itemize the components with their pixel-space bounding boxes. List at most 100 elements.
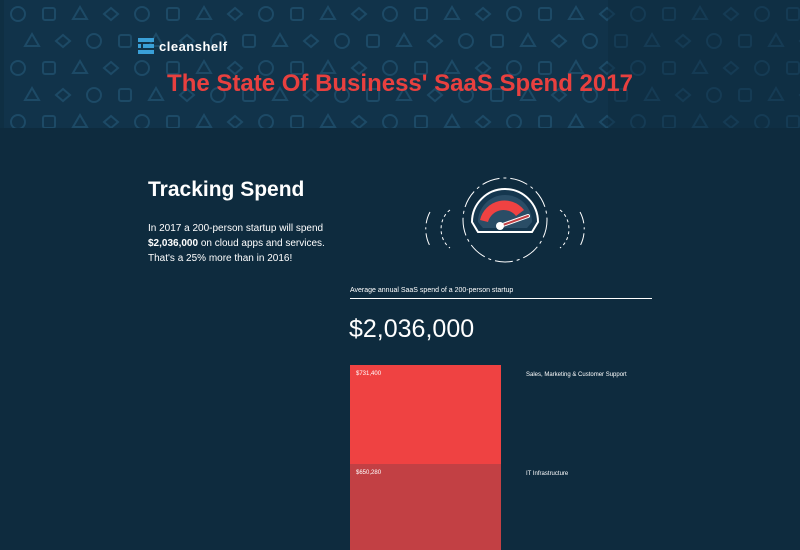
intro-line-2: on cloud apps and services. (198, 238, 325, 249)
pattern-glyph (118, 34, 132, 48)
pattern-glyph (42, 7, 56, 21)
pattern-glyph (630, 114, 646, 128)
pattern-glyph (86, 33, 102, 49)
pattern-glyph (598, 6, 616, 22)
pattern-glyph (458, 33, 474, 49)
spend-block-amount: $650,280 (356, 470, 382, 476)
pattern-glyph (538, 7, 552, 21)
pattern-glyph (691, 5, 709, 20)
pattern-glyph (382, 60, 398, 76)
intro-line-3: That's a 25% more than in 2016! (148, 253, 293, 264)
brand-logo[interactable]: cleanshelf (138, 38, 228, 54)
pattern-glyph (630, 60, 646, 76)
spend-block-sales: $731,400 (350, 365, 501, 464)
pattern-glyph (395, 86, 413, 101)
pattern-glyph (754, 114, 770, 128)
pattern-glyph (290, 115, 304, 128)
spend-category-label: IT Infrastructure (526, 471, 569, 477)
divider (350, 298, 652, 299)
pattern-glyph (54, 87, 72, 103)
pattern-glyph (754, 6, 770, 22)
pattern-glyph (166, 7, 180, 21)
pattern-glyph (567, 5, 585, 20)
intro-amount: $2,036,000 (148, 238, 199, 249)
pattern-glyph (722, 6, 740, 22)
total-spend-value: $2,036,000 (349, 315, 475, 343)
pattern-glyph (366, 88, 380, 102)
pattern-glyph (662, 7, 676, 21)
intro-line-1: In 2017 a 200-person startup will spend (148, 223, 324, 234)
pattern-glyph (474, 60, 492, 76)
pattern-glyph (506, 6, 522, 22)
spend-block-amount: $731,400 (356, 371, 382, 377)
pattern-glyph (71, 59, 89, 74)
logo-text: cleanshelf (159, 38, 228, 54)
pattern-glyph (226, 114, 244, 128)
pattern-glyph (550, 33, 568, 49)
page-title: The State Of Business' SaaS Spend 2017 (167, 70, 633, 97)
pattern-glyph (226, 60, 244, 76)
pattern-glyph (178, 33, 196, 49)
pattern-glyph (662, 61, 676, 75)
pattern-glyph (102, 114, 120, 128)
pattern-glyph (350, 60, 368, 76)
pattern-glyph (86, 87, 102, 103)
pattern-glyph (614, 88, 628, 102)
intro-text: In 2017 a 200-person startup will spend … (148, 221, 348, 266)
pattern-glyph (23, 86, 41, 101)
pattern-glyph (458, 87, 474, 103)
pattern-glyph (614, 34, 628, 48)
pattern-glyph (538, 115, 552, 128)
pattern-glyph (538, 61, 552, 75)
pattern-glyph (334, 87, 350, 103)
spend-block-it: $650,280 (350, 464, 501, 550)
pattern-glyph (722, 114, 740, 128)
pattern-glyph (302, 87, 320, 103)
pattern-glyph (271, 86, 289, 101)
pattern-glyph (414, 61, 428, 75)
pattern-glyph (134, 60, 150, 76)
spend-category-label: Sales, Marketing & Customer Support (526, 372, 627, 378)
pattern-glyph (519, 86, 537, 101)
pattern-glyph (786, 115, 800, 128)
pattern-glyph (319, 113, 337, 128)
pattern-glyph (582, 87, 598, 103)
pattern-glyph (242, 34, 256, 48)
pattern-glyph (10, 114, 26, 128)
pattern-glyph (706, 33, 722, 49)
pattern-glyph (506, 114, 522, 128)
pattern-glyph (290, 61, 304, 75)
pattern-glyph (102, 6, 120, 22)
pattern-glyph (598, 60, 616, 76)
pattern-glyph (443, 113, 461, 128)
pattern-glyph (334, 33, 350, 49)
pattern-glyph (382, 6, 398, 22)
pattern-glyph (258, 114, 274, 128)
pattern-glyph (147, 86, 165, 101)
pattern-glyph (195, 59, 213, 74)
pattern-glyph (42, 115, 56, 128)
speedometer-gauge-icon (425, 177, 585, 263)
pattern-glyph (474, 114, 492, 128)
pattern-glyph (414, 115, 428, 128)
pattern-glyph (134, 6, 150, 22)
pattern-glyph (426, 33, 444, 49)
pattern-glyph (662, 115, 676, 128)
pattern-glyph (242, 88, 256, 102)
pattern-glyph (738, 88, 752, 102)
pattern-glyph (366, 34, 380, 48)
pattern-glyph (630, 6, 646, 22)
pattern-glyph (42, 61, 56, 75)
saas-app-icons-pattern (10, 5, 800, 128)
pattern-glyph (134, 114, 150, 128)
pattern-glyph (54, 33, 72, 49)
pattern-glyph (258, 6, 274, 22)
pattern-glyph (598, 114, 616, 128)
pattern-glyph (722, 60, 740, 76)
pattern-glyph (195, 5, 213, 20)
banner-edge-right (608, 0, 800, 128)
pattern-glyph (210, 33, 226, 49)
pattern-glyph (754, 60, 770, 76)
header-banner (0, 0, 800, 128)
pattern-glyph (643, 32, 661, 47)
